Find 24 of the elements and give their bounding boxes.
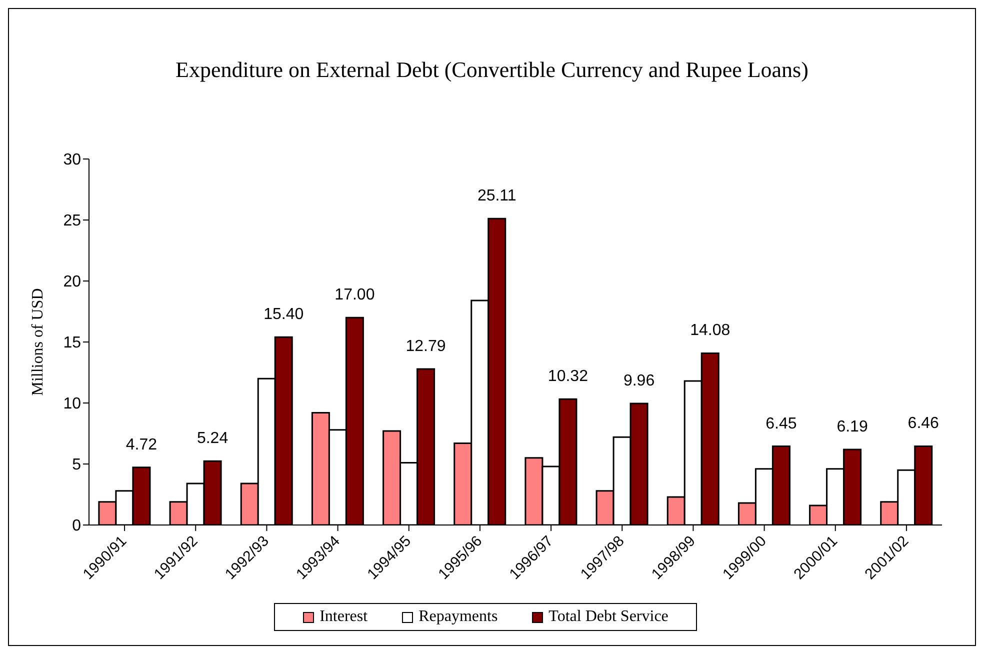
legend-label: Total Debt Service	[548, 608, 668, 626]
data-label: 6.19	[836, 418, 868, 436]
legend-label: Repayments	[418, 608, 498, 626]
chart-title: Expenditure on External Debt (Convertible Currency and Rupee Loans)	[174, 57, 810, 83]
y-tick-label: 20	[63, 274, 82, 291]
y-axis-title: Millions of USD	[30, 288, 47, 396]
legend-label: Interest	[318, 608, 368, 626]
y-tick-label: 15	[63, 334, 82, 352]
data-label: 10.32	[548, 368, 588, 386]
y-tick-label: 0	[72, 518, 82, 535]
y-tick-label: 5	[72, 456, 82, 474]
y-tick-label: 10	[63, 396, 82, 413]
data-label: 9.96	[623, 372, 655, 390]
y-tick-label: 30	[63, 152, 82, 169]
y-tick-label: 25	[63, 212, 82, 230]
data-label: 4.72	[126, 436, 158, 454]
data-label: 6.46	[908, 415, 940, 432]
data-label: 12.79	[406, 338, 446, 355]
data-label: 5.24	[196, 430, 228, 448]
data-label: 14.08	[690, 322, 730, 340]
data-label: 25.11	[477, 188, 516, 205]
data-label: 17.00	[334, 286, 375, 304]
data-label: 6.45	[766, 415, 797, 432]
data-label: 15.40	[264, 306, 304, 324]
